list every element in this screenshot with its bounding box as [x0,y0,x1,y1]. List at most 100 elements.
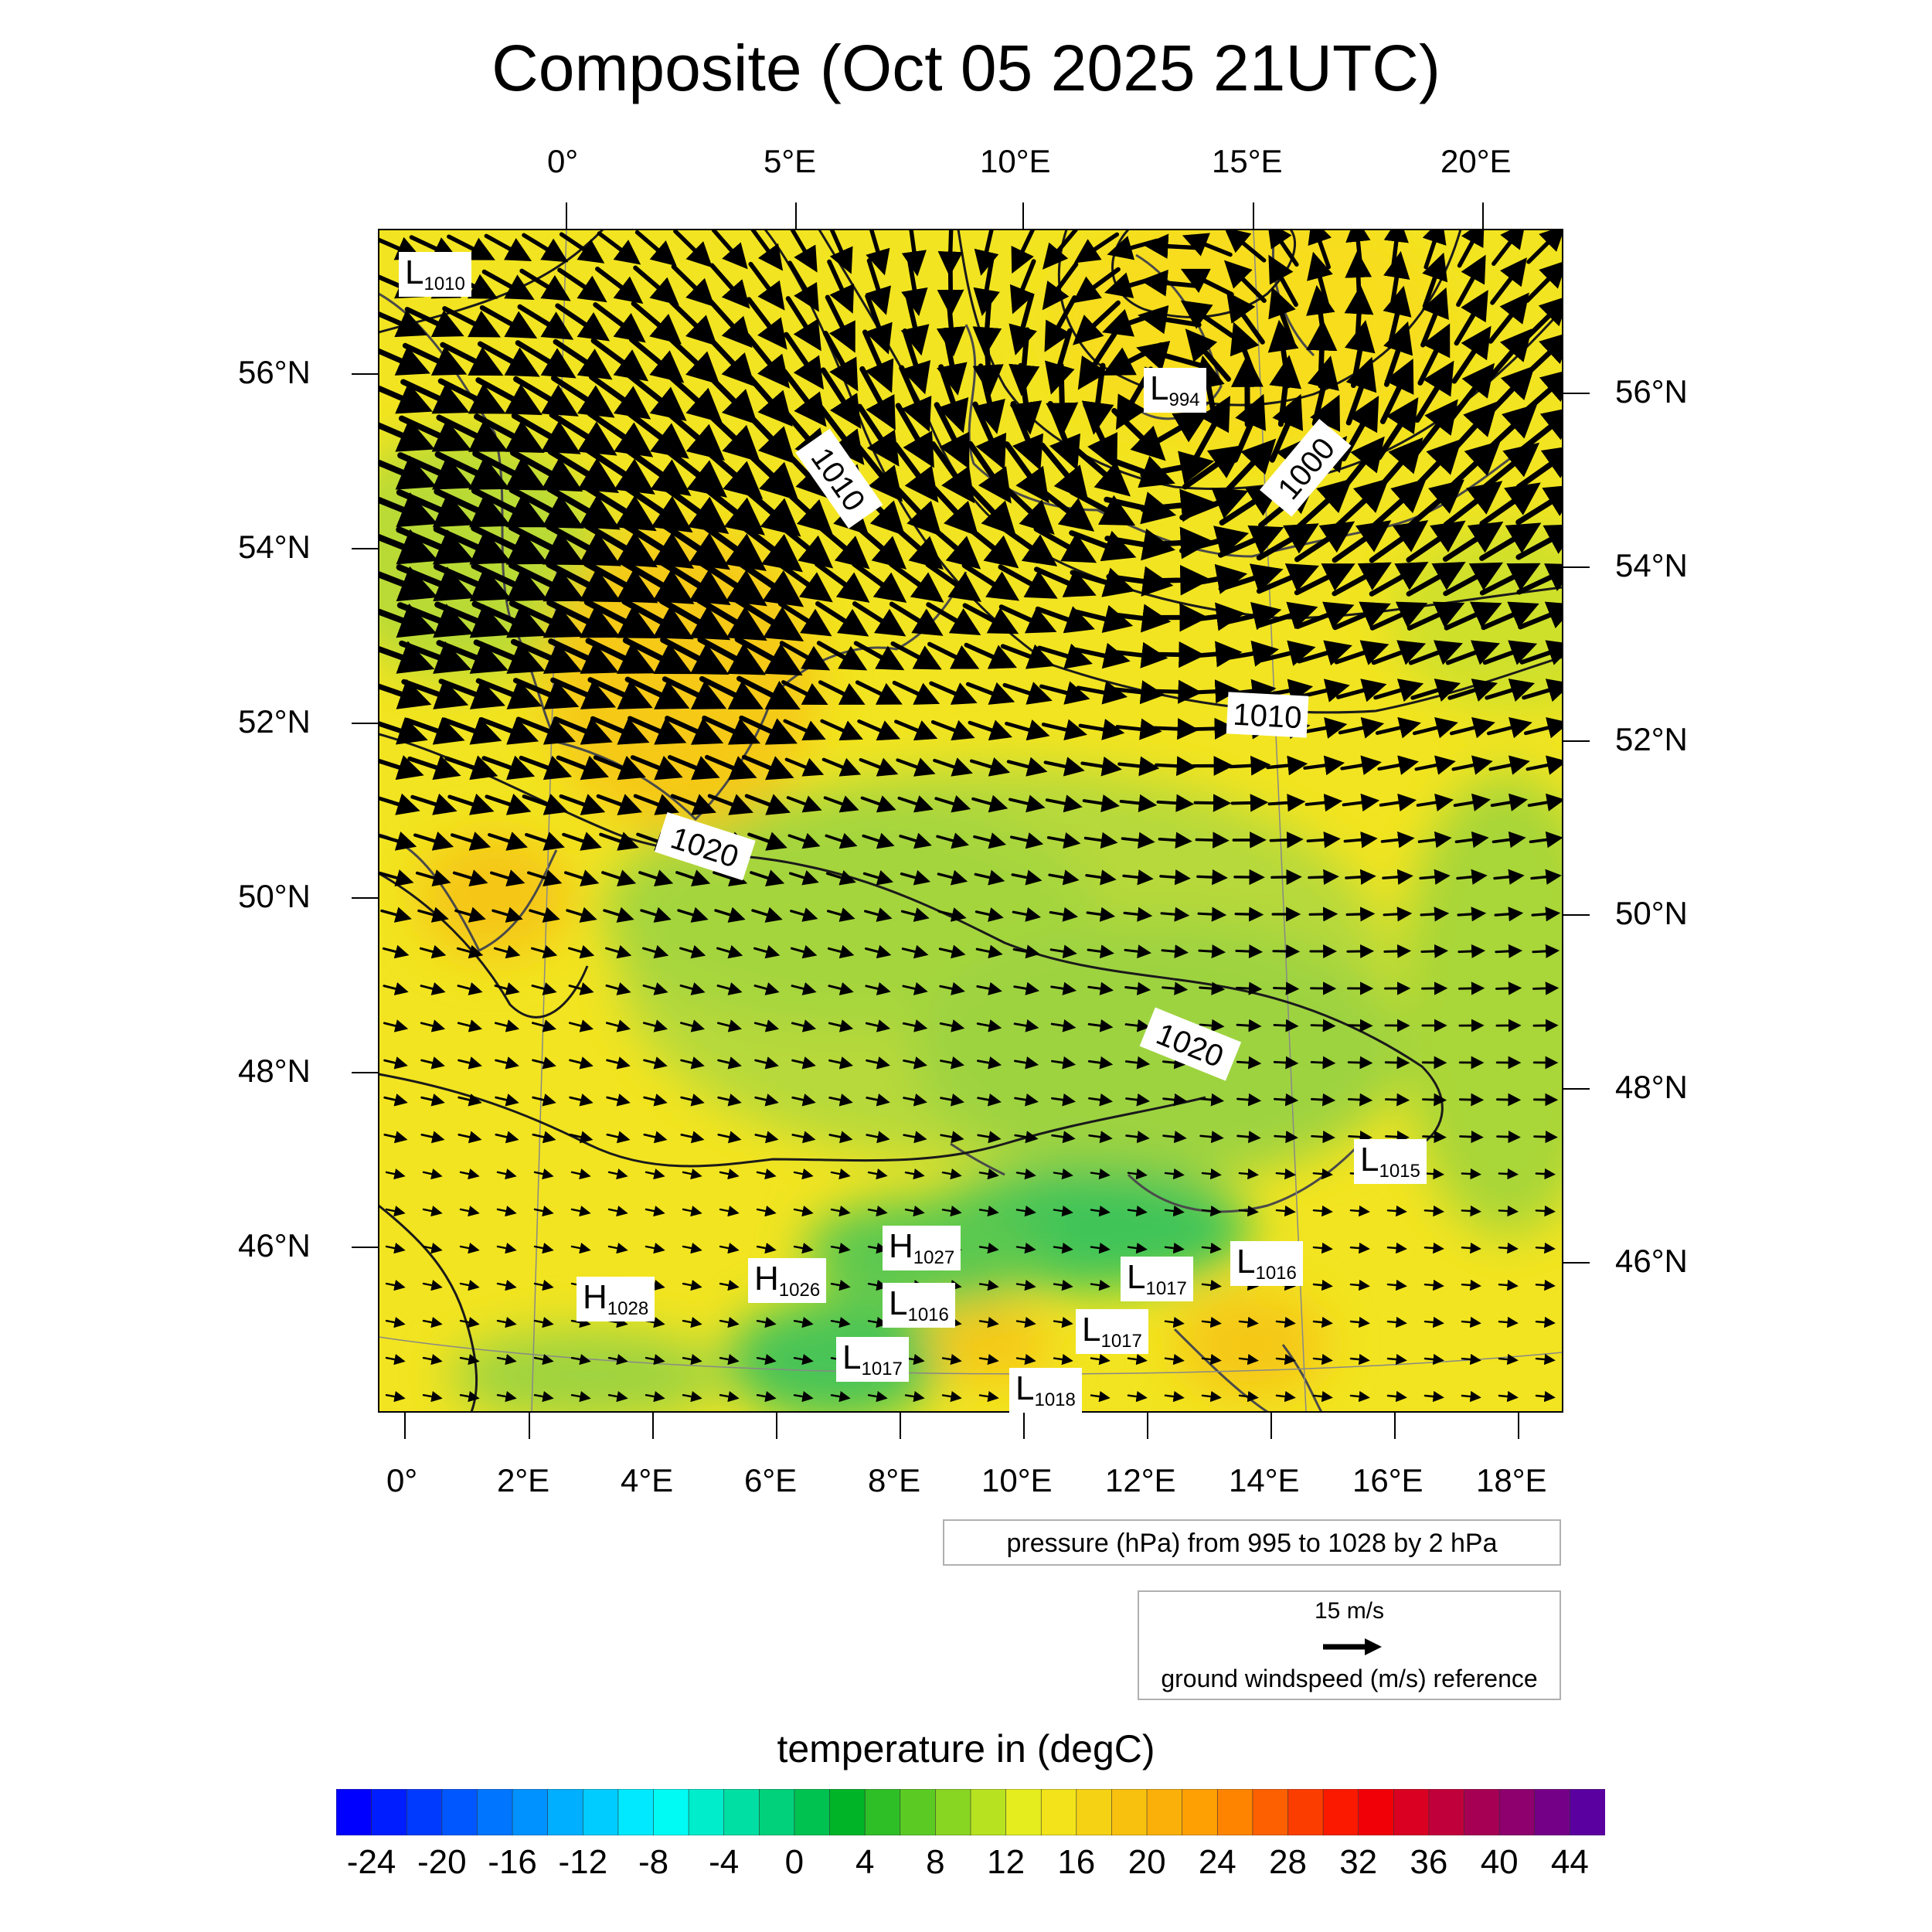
wind-arrow [1348,1131,1372,1144]
colorbar-swatch [1005,1789,1043,1835]
wind-arrow [682,1391,702,1403]
bottom-lon-label: 16°E [1352,1462,1423,1498]
wind-arrow [717,1094,742,1107]
wind-arrow [1238,1205,1259,1217]
wind-arrow [934,402,970,469]
wind-arrow [941,1168,962,1180]
isobar-label-1010-east: 1010 [1232,698,1302,736]
wind-arrow [1461,1390,1481,1403]
wind-arrow [820,367,862,429]
wind-arrow [756,1206,777,1217]
wind-arrow [669,299,718,346]
wind-arrow [938,944,966,959]
wind-arrow [940,1056,964,1070]
wind-arrow [1189,717,1236,740]
wind-arrow [665,716,724,745]
colorbar-swatch [1216,1789,1253,1835]
wind-arrow [680,1056,705,1070]
wind-arrow [509,449,583,492]
wind-arrow [903,1131,927,1144]
wind-arrow [670,794,716,815]
wind-arrow [1535,1279,1556,1291]
wind-arrow [941,1390,962,1403]
wind-arrow [1046,832,1081,849]
wind-arrow [973,363,1005,434]
wind-arrow [977,1131,1002,1144]
pressure-center-low: L1016 [1230,1241,1303,1286]
wind-arrow [1461,1316,1481,1328]
wind-arrow [546,561,621,603]
wind-arrow [588,374,651,420]
wind-arrow [385,1391,406,1403]
wind-arrow [1034,566,1097,597]
wind-arrow [474,413,545,454]
wind-arrow [888,561,944,603]
left-lat-label: 48°N [238,1053,311,1089]
wind-arrow [532,1131,556,1144]
wind-arrow [1275,1168,1296,1180]
wind-arrow [828,1056,853,1070]
wind-arrow [599,832,639,851]
wind-arrow [452,869,488,887]
wind-arrow [605,944,632,959]
wind-arrow [1488,755,1530,775]
wind-arrow [1423,1316,1444,1328]
wind-arrow [633,265,679,306]
wind-arrow [1296,478,1352,529]
wind-arrow [1334,640,1389,665]
wind-arrow [1122,869,1154,886]
wind-arrow [1386,1353,1407,1366]
wind-arrow [777,561,833,603]
wind-arrow [744,332,791,389]
wind-arrow [546,523,621,566]
wind-arrow [1143,233,1197,259]
wind-arrow [1144,410,1209,451]
wind-arrow [1119,794,1158,813]
wind-arrow [1164,1168,1185,1180]
wind-arrow [531,944,558,959]
wind-arrow [865,981,891,995]
wind-arrow [816,641,868,671]
wind-arrow [621,560,695,604]
wind-arrow [791,1019,817,1032]
wind-arrow [1349,1205,1370,1217]
wind-arrow [496,1243,517,1254]
wind-arrow [553,338,613,380]
wind-arrow [1267,794,1306,812]
wind-arrow [1087,1019,1114,1032]
wind-arrow [1256,563,1319,594]
wind-arrow [1071,604,1134,634]
wind-arrow [975,944,1003,959]
wind-arrow [711,230,748,270]
right-lat-label: 52°N [1615,721,1688,757]
wind-arrow [459,1206,480,1217]
wind-arrow [977,1056,1002,1070]
wind-arrow [890,641,942,670]
wind-arrow [852,521,907,570]
wind-arrow [550,677,617,709]
wind-arrow [660,637,730,675]
wind-arrow [1127,1353,1148,1366]
wind-arrow [753,944,781,959]
wind-arrow [702,715,761,745]
wind-arrow [1013,1019,1039,1032]
wind-arrow [900,292,930,356]
wind-arrow [856,403,900,467]
wind-arrow [420,1019,446,1032]
wind-arrow [1349,1390,1370,1403]
colorbar-swatch [1076,1789,1113,1835]
wind-arrow [515,716,576,745]
wind-arrow [566,906,597,923]
wind-arrow [1124,1056,1151,1070]
wind-arrow [492,906,523,923]
wind-arrow [1443,562,1504,597]
wind-arrow [1127,1390,1148,1403]
wind-arrow [496,1317,517,1328]
wind-arrow [785,296,821,352]
wind-arrow [525,832,565,851]
wind-arrow [496,1206,517,1217]
wind-arrow [859,366,896,430]
wind-arrow [1423,1279,1444,1291]
wind-arrow [1532,981,1560,995]
wind-arrow [1115,718,1162,740]
